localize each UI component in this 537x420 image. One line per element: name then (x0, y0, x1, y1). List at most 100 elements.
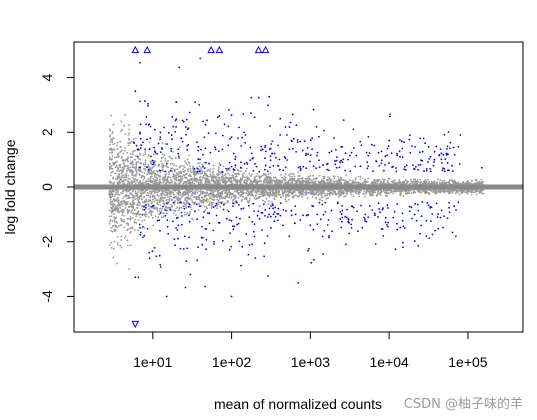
gene-point (144, 181, 147, 184)
gene-point (185, 202, 188, 205)
gene-point (355, 192, 358, 195)
gene-point (111, 167, 114, 170)
gene-point (137, 158, 140, 160)
gene-point (301, 182, 303, 185)
gene-point (176, 206, 179, 209)
gene-point (112, 198, 115, 201)
gene-point (197, 172, 200, 175)
gene-point (201, 163, 204, 166)
gene-point (359, 175, 362, 178)
gene-point (143, 219, 146, 222)
gene-point (163, 154, 166, 157)
gene-point (351, 189, 354, 192)
gene-point (258, 195, 261, 198)
gene-point (242, 196, 244, 198)
gene-point (468, 181, 471, 184)
gene-point (115, 178, 117, 181)
gene-point (426, 191, 428, 194)
gene-point (279, 196, 282, 198)
gene-point (112, 143, 114, 146)
gene-point (194, 180, 197, 182)
gene-point (401, 190, 403, 193)
gene-point (129, 197, 132, 199)
gene-point (129, 218, 132, 221)
gene-point (255, 179, 258, 182)
gene-point (190, 171, 192, 174)
gene-point (203, 161, 206, 164)
gene-point (287, 195, 290, 198)
gene-point (159, 180, 161, 183)
gene-point (172, 151, 175, 153)
gene-point (171, 162, 174, 165)
gene-point (183, 203, 186, 206)
gene-point (119, 210, 121, 213)
gene-point (416, 180, 419, 183)
gene-point (170, 203, 173, 206)
gene-point (293, 175, 296, 178)
gene-point (186, 212, 189, 214)
gene-point (108, 192, 111, 195)
gene-point (239, 170, 242, 173)
gene-point (187, 161, 190, 164)
gene-point (427, 182, 430, 185)
gene-point (150, 162, 153, 165)
gene-point (139, 216, 142, 219)
gene-point (382, 181, 385, 184)
gene-point (258, 204, 261, 207)
gene-point (115, 164, 118, 167)
gene-point (232, 171, 235, 173)
gene-point (371, 193, 373, 196)
gene-point (217, 173, 219, 175)
gene-point (112, 123, 115, 126)
gene-point (109, 166, 111, 169)
gene-point (110, 215, 113, 218)
gene-point (420, 191, 422, 194)
gene-point (204, 192, 207, 195)
gene-point (326, 192, 329, 195)
gene-point (143, 177, 146, 179)
gene-point (126, 151, 129, 154)
gene-point (135, 215, 138, 218)
gene-point (304, 177, 307, 180)
gene-point (202, 201, 205, 204)
gene-point (355, 190, 358, 193)
gene-point (275, 192, 278, 195)
gene-point (298, 174, 301, 177)
gene-point (317, 191, 320, 194)
gene-point (233, 202, 236, 205)
gene-point (233, 177, 236, 180)
gene-point (150, 190, 153, 193)
gene-point (201, 196, 204, 199)
gene-point (475, 193, 478, 196)
gene-point (271, 189, 274, 192)
gene-point (138, 198, 141, 200)
gene-point (138, 182, 141, 185)
gene-point (113, 182, 116, 184)
gene-point (387, 177, 390, 180)
gene-point (148, 205, 151, 208)
gene-point (127, 160, 129, 163)
gene-point (160, 189, 163, 192)
gene-point (118, 170, 121, 173)
gene-point (134, 175, 137, 177)
gene-point (164, 206, 167, 209)
gene-point (117, 202, 120, 205)
gene-point (114, 226, 117, 229)
gene-point (410, 189, 412, 192)
gene-point (288, 175, 291, 178)
gene-point (308, 192, 311, 195)
gene-point (115, 220, 118, 223)
gene-point (184, 166, 186, 169)
gene-point (404, 192, 407, 195)
points-layer (108, 57, 485, 298)
gene-point (126, 180, 129, 183)
gene-point (128, 128, 131, 131)
gene-point (147, 163, 150, 166)
gene-point (170, 180, 173, 182)
gene-point (173, 196, 176, 199)
gene-point (354, 177, 357, 180)
gene-point (142, 191, 144, 194)
gene-point (356, 181, 358, 184)
gene-point (162, 176, 164, 179)
